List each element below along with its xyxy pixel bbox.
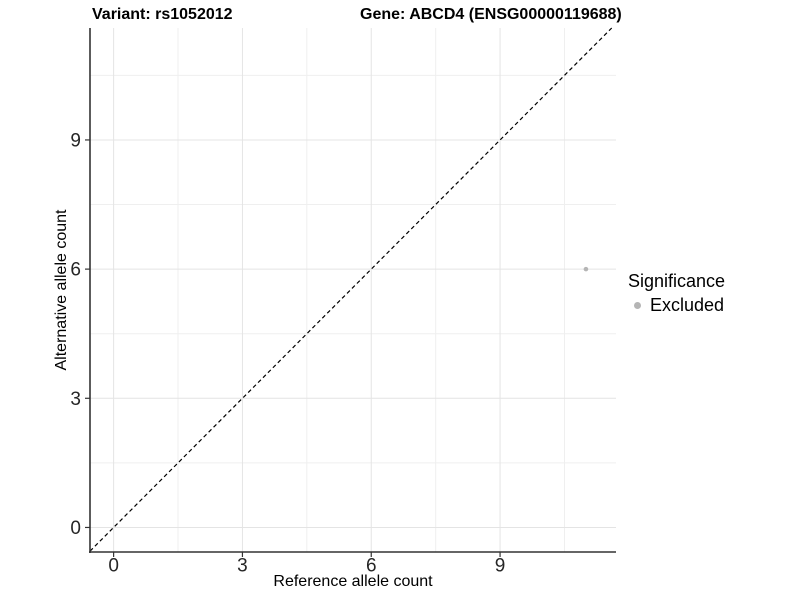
identity-line (89, 27, 613, 552)
data-point (583, 266, 589, 272)
gene-title: Gene: ABCD4 (ENSG00000119688) (360, 6, 622, 23)
x-tick-label: 3 (237, 556, 248, 577)
legend-entry-label: Excluded (650, 295, 725, 315)
x-axis-title: Reference allele count (273, 573, 433, 590)
variant-title: Variant: rs1052012 (92, 6, 233, 23)
x-tick-label: 9 (495, 556, 506, 577)
x-tick-label: 0 (108, 556, 119, 577)
y-axis-title: Alternative allele count (53, 209, 70, 371)
legend-entry: Excluded (628, 295, 725, 316)
legend: Significance Excluded (628, 270, 725, 316)
y-tick-label: 6 (70, 260, 81, 281)
y-tick-label: 9 (70, 130, 81, 151)
y-tick-label: 3 (70, 389, 81, 410)
x-tick-label: 6 (366, 556, 377, 577)
y-tick-label: 0 (70, 518, 81, 539)
legend-point-icon (634, 302, 641, 309)
legend-title: Significance (628, 271, 726, 291)
